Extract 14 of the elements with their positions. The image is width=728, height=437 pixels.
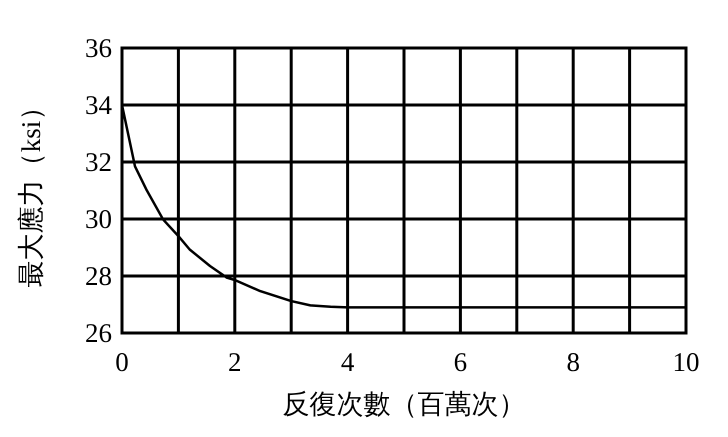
x-tick-label: 4 <box>340 347 355 377</box>
y-tick-label: 34 <box>85 90 112 120</box>
y-tick-label: 28 <box>85 261 112 291</box>
y-tick-label: 36 <box>85 33 112 63</box>
x-axis-title: 反復次數（百萬次） <box>282 389 526 419</box>
x-tick-label: 8 <box>566 347 580 377</box>
y-tick-label: 26 <box>85 318 112 348</box>
x-tick-label: 6 <box>454 347 468 377</box>
y-tick-label: 30 <box>85 204 112 234</box>
x-tick-label: 10 <box>672 347 700 377</box>
x-tick-label: 0 <box>115 347 129 377</box>
y-axis-title: 最大應力（ksi） <box>16 94 46 288</box>
y-tick-label: 32 <box>85 147 112 177</box>
x-tick-label: 2 <box>228 347 242 377</box>
